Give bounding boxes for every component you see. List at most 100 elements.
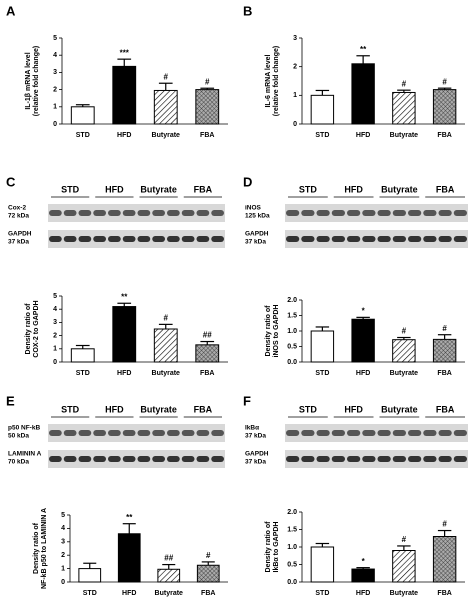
y-axis-label: (relative fold change) <box>33 46 40 116</box>
significance: # <box>402 327 407 336</box>
y-axis-label: iNOS to GAPDH <box>273 305 280 358</box>
significance: # <box>402 535 407 544</box>
blot-band <box>93 456 106 462</box>
lane-label: FBA <box>194 404 213 414</box>
significance: # <box>164 72 169 81</box>
x-tick-label: Butyrate <box>390 370 419 377</box>
blot-band <box>362 210 376 216</box>
row-label: GAPDH <box>245 231 269 238</box>
blot-band <box>362 236 376 242</box>
y-tick-label: 2 <box>293 64 297 71</box>
y-tick-label: 2 <box>53 86 57 93</box>
lane-label: Butyrate <box>381 184 418 194</box>
y-tick-label: 0 <box>293 121 297 128</box>
bar <box>432 536 457 583</box>
bar <box>195 344 220 363</box>
blot-band <box>316 210 330 216</box>
lane-label: Butyrate <box>140 404 177 414</box>
blot-strip <box>285 450 468 468</box>
panel-letter: C <box>6 174 16 189</box>
blot-band <box>316 430 330 436</box>
y-axis-label: IL-6 mRNA level <box>265 54 272 107</box>
blot-band <box>137 236 151 242</box>
blot-band <box>167 456 180 462</box>
significance: # <box>442 77 447 86</box>
blot-band <box>453 210 467 216</box>
bar <box>78 568 102 583</box>
x-tick-label: HFD <box>117 370 131 377</box>
y-tick-label: 2.0 <box>287 509 297 516</box>
y-tick-label: 1.5 <box>287 526 297 533</box>
y-tick-label: 2 <box>61 552 65 559</box>
blot-band <box>453 456 467 462</box>
blot-band <box>408 430 422 436</box>
blot-band <box>108 430 121 436</box>
blot-band <box>137 210 151 216</box>
y-axis-label: Density ratio of <box>25 303 32 355</box>
row-label: LAMININ A <box>8 451 42 458</box>
blot-band <box>286 210 300 216</box>
blot-band <box>49 236 62 242</box>
bar <box>112 65 137 125</box>
blot-band <box>93 210 106 216</box>
bar <box>432 338 457 363</box>
blot-band <box>49 210 62 216</box>
blot-band <box>122 210 136 216</box>
blot-band <box>181 210 195 216</box>
blot-band <box>181 456 195 462</box>
blot-band <box>63 210 77 216</box>
blot-band <box>423 456 437 462</box>
significance: ** <box>126 513 133 522</box>
bar <box>153 328 178 363</box>
x-tick-label: STD <box>315 370 329 377</box>
blot-band <box>392 236 406 242</box>
y-axis-label: NF-kB p50 to LAMININ A <box>41 508 48 589</box>
y-tick-label: 0 <box>61 579 65 586</box>
bar <box>112 306 137 363</box>
blot-strip <box>48 230 225 248</box>
row-label: Cox-2 <box>8 205 26 212</box>
blot-band <box>453 430 467 436</box>
y-tick-label: 1 <box>293 92 297 99</box>
bar <box>351 318 375 363</box>
blot-band <box>78 210 92 216</box>
blot-band <box>137 430 151 436</box>
blot-band <box>93 430 106 436</box>
y-tick-label: 3 <box>53 319 57 326</box>
blot-band <box>78 456 92 462</box>
blot-band <box>392 456 406 462</box>
bar <box>117 533 141 583</box>
y-axis-label: Density ratio of <box>265 305 272 357</box>
row-label: GAPDH <box>245 451 269 458</box>
blot-band <box>301 456 315 462</box>
bar <box>70 348 95 363</box>
lane-label: HFD <box>344 184 363 194</box>
row-size: 70 kDa <box>8 459 29 466</box>
blot-band <box>63 456 77 462</box>
x-tick-label: STD <box>76 370 90 377</box>
blot-strip <box>285 230 468 248</box>
y-tick-label: 2 <box>53 332 57 339</box>
row-label: GAPDH <box>8 231 32 238</box>
significance: * <box>362 557 366 566</box>
significance: # <box>402 79 407 88</box>
bar <box>392 550 416 583</box>
blot-band <box>377 210 391 216</box>
blot-band <box>78 236 92 242</box>
y-tick-label: 0.0 <box>287 579 297 586</box>
significance: # <box>442 520 447 529</box>
lane-label: STD <box>61 184 80 194</box>
blot-band <box>347 236 361 242</box>
row-label: IkBα <box>245 425 259 432</box>
row-size: 50 kDa <box>8 433 29 440</box>
y-tick-label: 4 <box>61 525 65 532</box>
blot-band <box>78 430 92 436</box>
blot-band <box>438 236 452 242</box>
panel-letter: E <box>6 393 15 408</box>
blot-band <box>392 430 406 436</box>
lane-label: FBA <box>436 404 455 414</box>
blot-band <box>453 236 467 242</box>
panel-letter: F <box>243 393 251 408</box>
blot-band <box>362 456 376 462</box>
row-label: p50 NF-kB <box>8 425 40 432</box>
